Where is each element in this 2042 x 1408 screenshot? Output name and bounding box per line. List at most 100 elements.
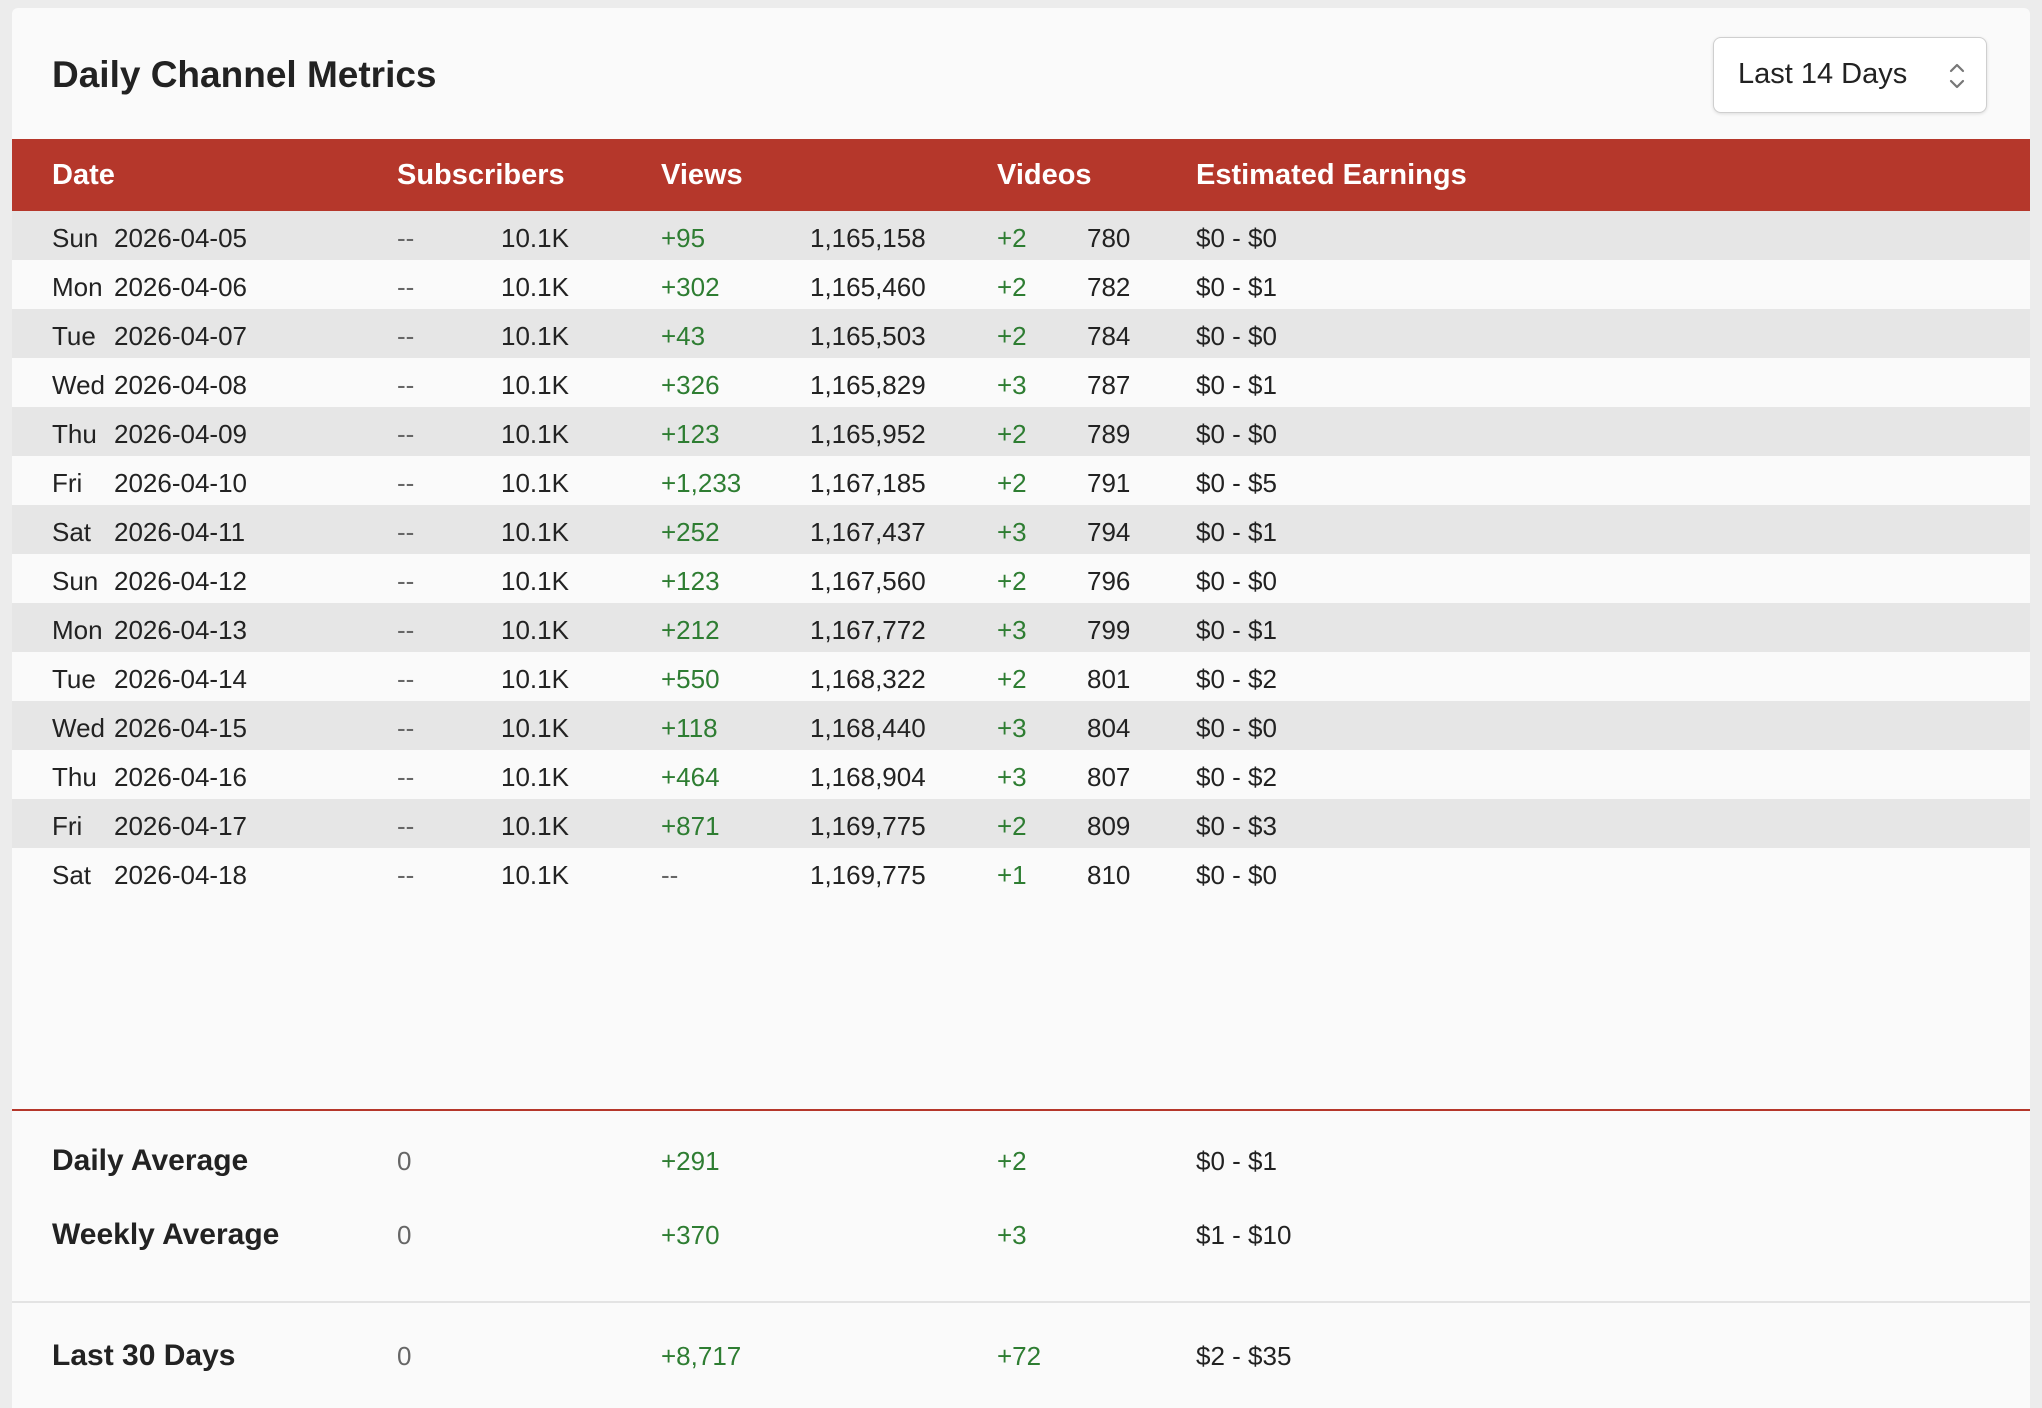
table-row: Fri 2026-04-10 -- 10.1K +1,233 1,167,185 +2 791… [12, 456, 2030, 505]
summary-videos: +72 [997, 1341, 1042, 1371]
view-total-cell: 1,168,440 [810, 713, 926, 743]
summary-earnings: $2 - $35 [1196, 1341, 1292, 1371]
view-total-cell: 1,165,158 [810, 223, 926, 253]
date-cell: 2026-04-08 [114, 370, 247, 400]
column-header-date[interactable]: Date [52, 159, 115, 191]
subscriber-change-cell: -- [397, 713, 415, 743]
subscriber-total-cell: 10.1K [501, 370, 569, 400]
subscriber-change-cell: -- [397, 860, 415, 890]
summary-subscribers: 0 [397, 1220, 412, 1250]
table-row: Sun 2026-04-12 -- 10.1K +123 1,167,560 +2 796 $0… [12, 554, 2030, 603]
earnings-cell: $0 - $1 [1196, 370, 1277, 400]
subscriber-total-cell: 10.1K [501, 860, 569, 890]
subscriber-total-cell: 10.1K [501, 419, 569, 449]
weekday-cell: Fri [52, 811, 83, 841]
table-row: Mon 2026-04-06 -- 10.1K +302 1,165,460 +2 782 $0… [12, 260, 2030, 309]
weekday-cell: Tue [52, 321, 96, 351]
video-total-cell: 807 [1087, 762, 1131, 792]
table-row: Tue 2026-04-14 -- 10.1K +550 1,168,322 +2 801 $0… [12, 652, 2030, 701]
summary-label: Daily Average [52, 1144, 249, 1177]
earnings-cell: $0 - $1 [1196, 272, 1277, 302]
date-cell: 2026-04-13 [114, 615, 247, 645]
view-total-cell: 1,165,829 [810, 370, 926, 400]
view-change-cell: +871 [661, 811, 720, 841]
video-total-cell: 791 [1087, 468, 1131, 498]
view-total-cell: 1,168,904 [810, 762, 926, 792]
earnings-cell: $0 - $0 [1196, 321, 1277, 351]
view-change-cell: +302 [661, 272, 720, 302]
video-change-cell: +2 [997, 321, 1027, 351]
date-cell: 2026-04-15 [114, 713, 247, 743]
column-header-subscribers[interactable]: Subscribers [397, 159, 565, 191]
view-change-cell: +118 [661, 713, 718, 743]
view-change-cell: +252 [661, 517, 720, 547]
view-change-cell: -- [661, 860, 679, 890]
video-change-cell: +3 [997, 713, 1027, 743]
date-range-select[interactable]: Last 14 Days [1713, 37, 1987, 113]
summary-row: Weekly Average 0 +370 +3 $1 - $10 [12, 1190, 2030, 1280]
subscriber-change-cell: -- [397, 321, 415, 351]
date-cell: 2026-04-07 [114, 321, 247, 351]
earnings-cell: $0 - $0 [1196, 223, 1277, 253]
subscriber-change-cell: -- [397, 664, 415, 694]
metrics-panel: Daily Channel Metrics Last 14 Days Date … [12, 8, 2030, 1408]
date-cell: 2026-04-12 [114, 566, 247, 596]
date-cell: 2026-04-16 [114, 762, 247, 792]
earnings-cell: $0 - $2 [1196, 762, 1277, 792]
date-cell: 2026-04-14 [114, 664, 247, 694]
date-cell: 2026-04-18 [114, 860, 247, 890]
date-cell: 2026-04-11 [114, 517, 246, 547]
earnings-cell: $0 - $0 [1196, 566, 1277, 596]
video-change-cell: +2 [997, 468, 1027, 498]
subscriber-change-cell: -- [397, 811, 415, 841]
subscriber-total-cell: 10.1K [501, 713, 569, 743]
view-total-cell: 1,165,460 [810, 272, 926, 302]
subscriber-total-cell: 10.1K [501, 468, 569, 498]
subscriber-total-cell: 10.1K [501, 566, 569, 596]
column-header-videos[interactable]: Videos [997, 159, 1092, 191]
view-change-cell: +43 [661, 321, 706, 351]
column-header-earnings[interactable]: Estimated Earnings [1196, 159, 1467, 191]
weekday-cell: Mon [52, 272, 103, 302]
video-total-cell: 799 [1087, 615, 1131, 645]
weekday-cell: Fri [52, 468, 83, 498]
video-total-cell: 789 [1087, 419, 1131, 449]
date-cell: 2026-04-09 [114, 419, 247, 449]
earnings-cell: $0 - $5 [1196, 468, 1277, 498]
view-change-cell: +95 [661, 223, 706, 253]
video-change-cell: +3 [997, 370, 1027, 400]
subscriber-change-cell: -- [397, 370, 415, 400]
video-change-cell: +2 [997, 272, 1027, 302]
subscriber-change-cell: -- [397, 419, 415, 449]
table-row: Thu 2026-04-09 -- 10.1K +123 1,165,952 +2 789 $0… [12, 407, 2030, 456]
summary-label: Last 30 Days [52, 1339, 236, 1372]
view-total-cell: 1,169,775 [810, 860, 926, 890]
earnings-cell: $0 - $3 [1196, 811, 1277, 841]
subscriber-total-cell: 10.1K [501, 762, 569, 792]
weekday-cell: Mon [52, 615, 103, 645]
weekday-cell: Sun [52, 566, 99, 596]
table-row: Sat 2026-04-11 -- 10.1K +252 1,167,437 +3 794 $0… [12, 505, 2030, 554]
table-row: Wed 2026-04-15 -- 10.1K +118 1,168,440 +3 804 $0… [12, 701, 2030, 750]
weekday-cell: Sat [52, 517, 92, 547]
earnings-cell: $0 - $1 [1196, 615, 1277, 645]
summary-divider [12, 1109, 2030, 1111]
weekday-cell: Wed [52, 713, 105, 743]
summary-views: +291 [661, 1146, 720, 1176]
view-change-cell: +123 [661, 566, 720, 596]
summary-views: +8,717 [661, 1341, 742, 1371]
video-total-cell: 801 [1087, 664, 1131, 694]
video-total-cell: 804 [1087, 713, 1131, 743]
video-total-cell: 782 [1087, 272, 1131, 302]
date-cell: 2026-04-06 [114, 272, 247, 302]
subscriber-change-cell: -- [397, 272, 415, 302]
summary-views: +370 [661, 1220, 720, 1250]
summary-videos: +2 [997, 1146, 1027, 1176]
view-total-cell: 1,167,560 [810, 566, 926, 596]
column-header-views[interactable]: Views [661, 159, 743, 191]
summary-videos: +3 [997, 1220, 1027, 1250]
panel-header: Daily Channel Metrics Last 14 Days [12, 8, 2030, 139]
subscriber-change-cell: -- [397, 468, 415, 498]
video-total-cell: 809 [1087, 811, 1131, 841]
view-change-cell: +550 [661, 664, 720, 694]
